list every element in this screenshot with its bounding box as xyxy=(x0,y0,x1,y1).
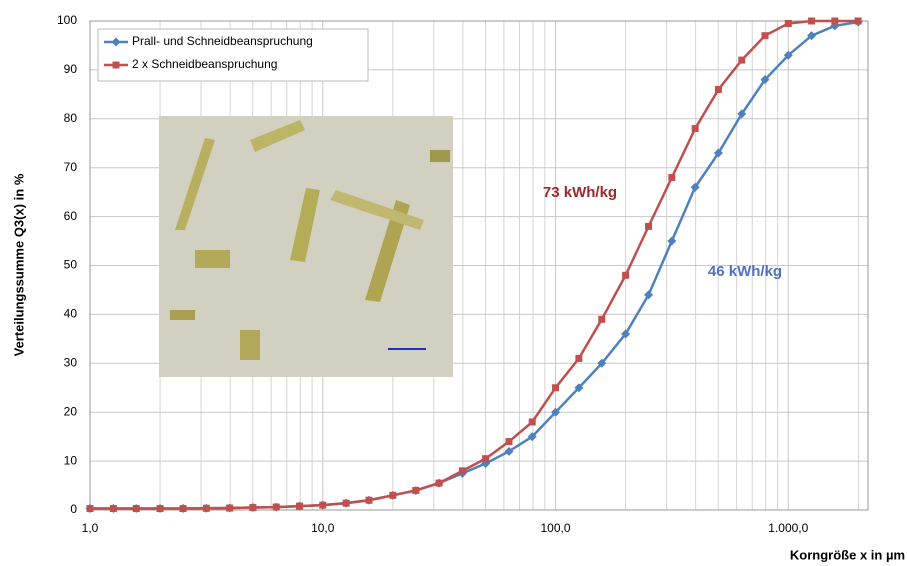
x-tick-label: 1.000,0 xyxy=(768,521,808,535)
marker xyxy=(598,316,605,323)
y-tick-label: 40 xyxy=(64,307,78,321)
marker xyxy=(87,505,94,512)
marker xyxy=(645,223,652,230)
y-tick-label: 20 xyxy=(64,404,78,418)
y-tick-label: 90 xyxy=(64,62,78,76)
y-tick-label: 100 xyxy=(57,13,77,27)
x-tick-label: 1,0 xyxy=(82,521,99,535)
particle xyxy=(430,150,450,162)
marker xyxy=(622,272,629,279)
y-tick-label: 0 xyxy=(70,502,77,516)
marker xyxy=(692,125,699,132)
y-tick-label: 30 xyxy=(64,355,78,369)
marker xyxy=(110,505,117,512)
x-tick-label: 100,0 xyxy=(541,521,571,535)
legend: Prall- und Schneidbeanspruchung 2 x Schne… xyxy=(98,29,368,81)
x-tick-label: 10,0 xyxy=(311,521,335,535)
marker xyxy=(738,57,745,64)
y-tick-label: 80 xyxy=(64,111,78,125)
legend-label: 2 x Schneidbeanspruchung xyxy=(132,57,277,71)
marker xyxy=(529,418,536,425)
particle xyxy=(240,330,260,360)
particle xyxy=(195,250,230,268)
particle xyxy=(170,310,195,320)
marker xyxy=(808,18,815,25)
x-axis-label: Korngröße x in µm xyxy=(790,547,905,562)
marker xyxy=(715,86,722,93)
marker xyxy=(552,384,559,391)
marker xyxy=(366,497,373,504)
y-tick-label: 60 xyxy=(64,209,78,223)
annotation: 46 kWh/kg xyxy=(708,263,782,280)
y-axis-label: Verteilungssumme Q3(x) in % xyxy=(11,173,26,356)
marker xyxy=(855,18,862,25)
marker xyxy=(436,480,443,487)
marker xyxy=(389,492,396,499)
marker xyxy=(412,487,419,494)
marker xyxy=(113,62,120,69)
marker xyxy=(180,505,187,512)
legend-label: Prall- und Schneidbeanspruchung xyxy=(132,34,313,48)
marker xyxy=(133,505,140,512)
marker xyxy=(785,20,792,27)
marker xyxy=(343,500,350,507)
marker xyxy=(157,505,164,512)
y-tick-label: 50 xyxy=(64,258,78,272)
marker xyxy=(296,503,303,510)
chart: Prall- und Schneidbeanspruchung 2 x Schne… xyxy=(0,0,907,566)
annotation: 73 kWh/kg xyxy=(543,184,617,201)
inset-photo xyxy=(159,116,453,377)
marker xyxy=(459,467,466,474)
marker xyxy=(668,174,675,181)
marker xyxy=(575,355,582,362)
marker xyxy=(319,502,326,509)
marker xyxy=(667,237,676,246)
marker xyxy=(761,32,768,39)
y-tick-label: 10 xyxy=(64,453,78,467)
marker xyxy=(226,505,233,512)
marker xyxy=(482,455,489,462)
y-tick-label: 70 xyxy=(64,160,78,174)
marker xyxy=(505,438,512,445)
marker xyxy=(831,18,838,25)
marker xyxy=(249,504,256,511)
marker xyxy=(273,504,280,511)
marker xyxy=(203,505,210,512)
